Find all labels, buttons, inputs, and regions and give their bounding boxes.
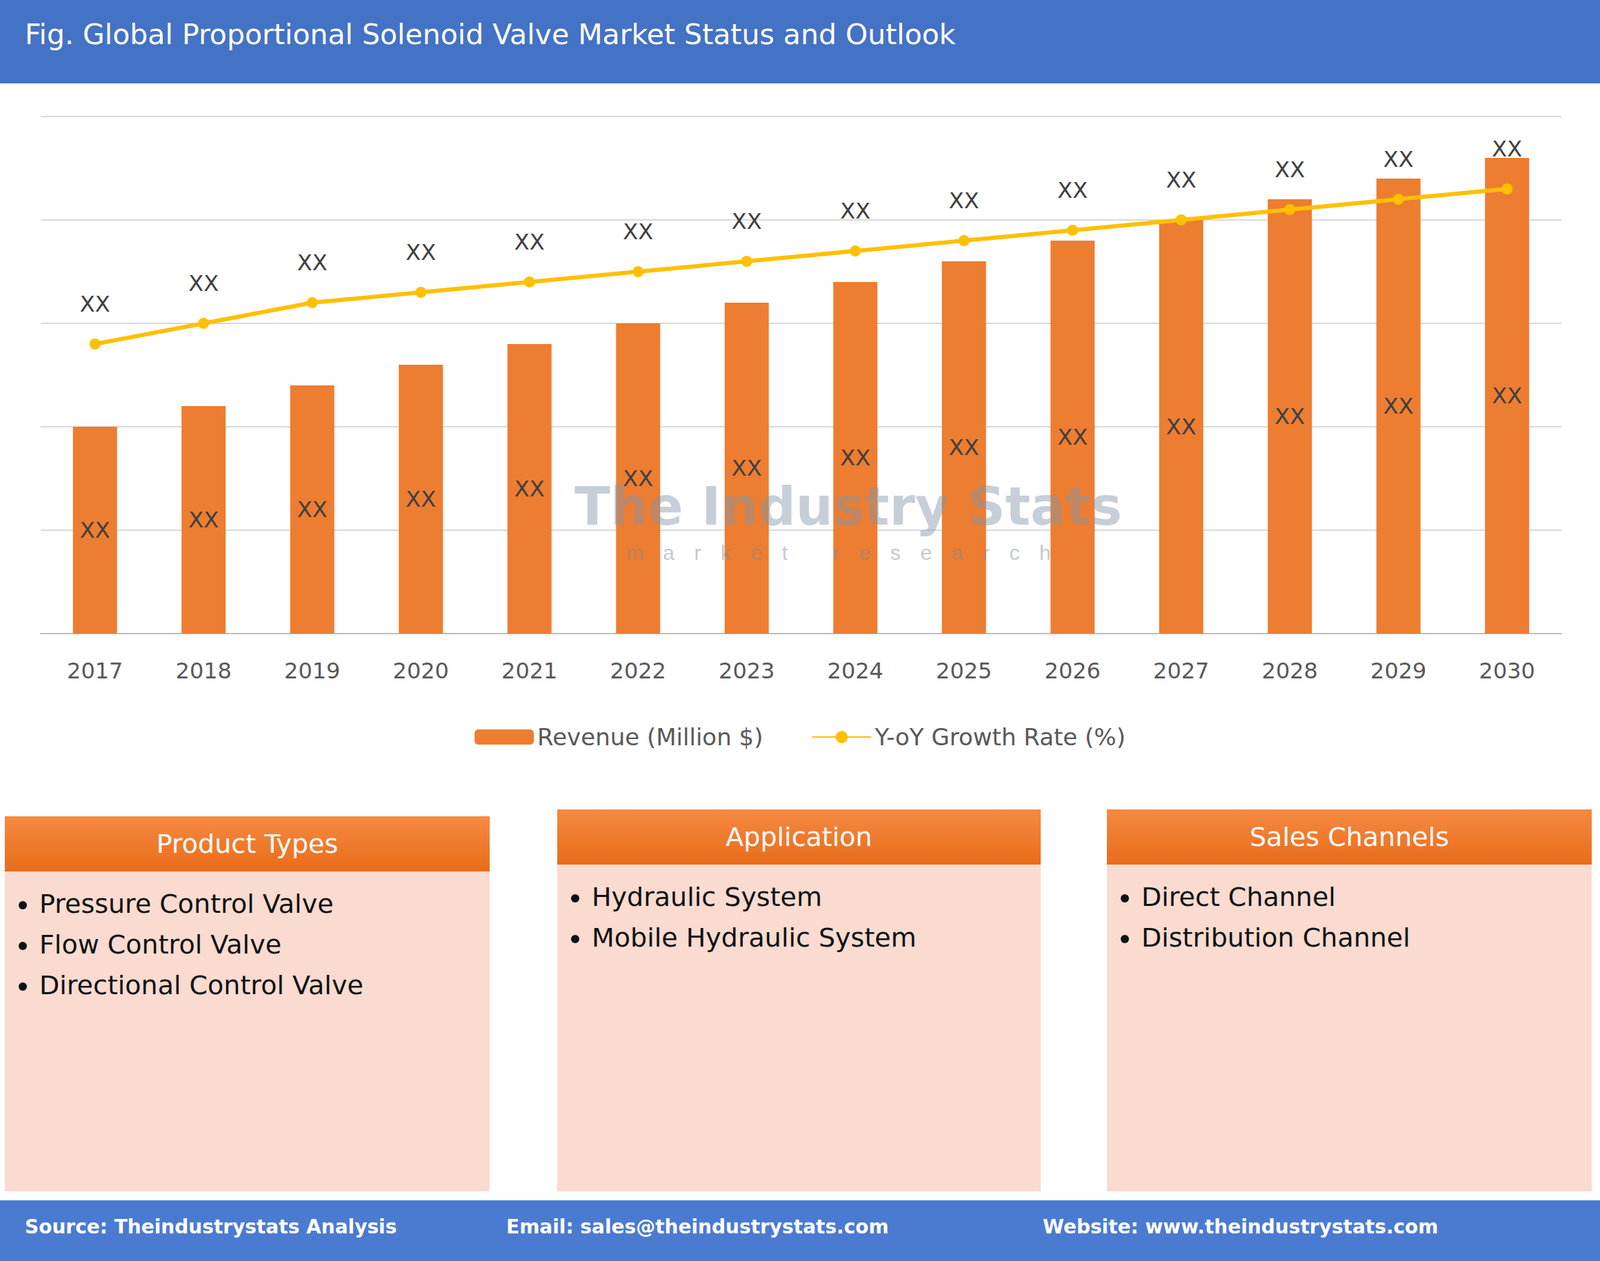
- svg-text:2025: 2025: [935, 657, 992, 685]
- svg-text:XX: XX: [80, 517, 111, 544]
- svg-text:Y-oY Growth Rate (%): Y-oY Growth Rate (%): [873, 723, 1126, 752]
- svg-text:XX: XX: [188, 270, 219, 297]
- svg-text:XX: XX: [297, 496, 328, 523]
- svg-text:XX: XX: [1274, 403, 1305, 430]
- svg-text:XX: XX: [622, 465, 654, 492]
- svg-text:2024: 2024: [827, 657, 884, 685]
- svg-text:XX: XX: [514, 475, 545, 503]
- svg-text:XX: XX: [948, 187, 980, 214]
- svg-text:XX: XX: [622, 218, 654, 245]
- svg-text:2020: 2020: [393, 657, 449, 685]
- svg-text:XX: XX: [1057, 177, 1088, 204]
- svg-text:XX: XX: [1166, 166, 1197, 194]
- svg-text:2029: 2029: [1370, 657, 1427, 685]
- svg-text:Revenue (Million $): Revenue (Million $): [537, 723, 763, 752]
- svg-text:XX: XX: [1383, 393, 1414, 420]
- svg-text:2026: 2026: [1044, 657, 1101, 685]
- svg-text:2022: 2022: [610, 657, 667, 685]
- svg-text:XX: XX: [1166, 413, 1197, 440]
- svg-text:XX: XX: [731, 455, 763, 482]
- svg-text:XX: XX: [840, 197, 871, 225]
- svg-text:XX: XX: [1383, 146, 1414, 173]
- svg-text:XX: XX: [1491, 382, 1523, 409]
- svg-text:XX: XX: [514, 228, 545, 256]
- svg-text:XX: XX: [80, 291, 111, 318]
- svg-text:XX: XX: [188, 506, 219, 534]
- svg-text:XX: XX: [1274, 156, 1305, 183]
- svg-text:2023: 2023: [718, 657, 775, 685]
- svg-text:2019: 2019: [284, 657, 340, 685]
- svg-text:2021: 2021: [501, 657, 558, 685]
- svg-text:XX: XX: [731, 208, 763, 235]
- svg-text:XX: XX: [840, 444, 871, 472]
- svg-text:2018: 2018: [175, 657, 232, 685]
- svg-text:2017: 2017: [66, 657, 123, 685]
- svg-text:XX: XX: [1491, 135, 1523, 163]
- svg-text:XX: XX: [297, 249, 328, 276]
- svg-text:2030: 2030: [1479, 657, 1536, 685]
- svg-text:2028: 2028: [1262, 657, 1318, 685]
- svg-text:XX: XX: [948, 434, 980, 461]
- svg-text:XX: XX: [405, 486, 436, 513]
- svg-text:XX: XX: [405, 239, 436, 266]
- svg-text:XX: XX: [1057, 424, 1088, 451]
- svg-text:2027: 2027: [1153, 657, 1209, 685]
